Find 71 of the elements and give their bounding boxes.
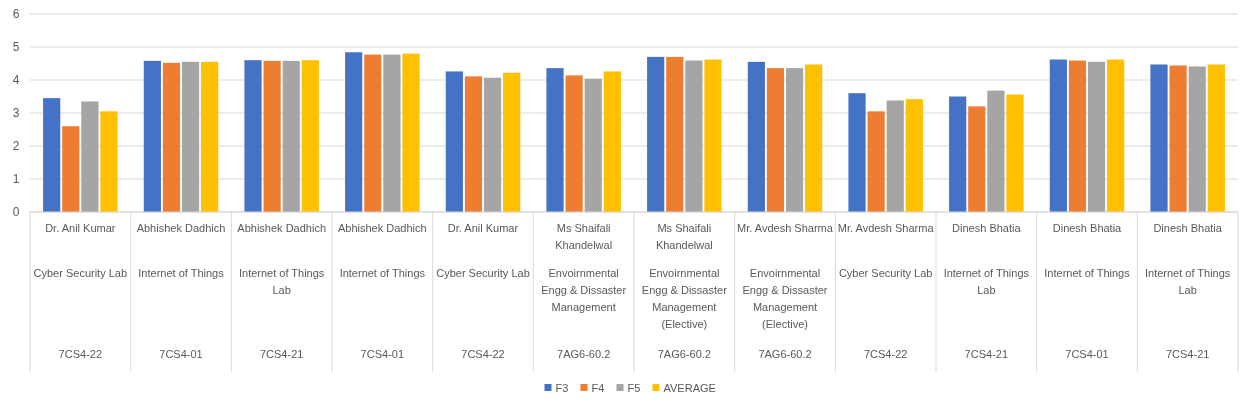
y-tick-label: 2 [12,139,20,154]
bar [987,90,1005,212]
bar [43,98,61,212]
bar [181,61,200,212]
bar [1150,64,1168,212]
bar [402,53,420,212]
bar [886,100,904,212]
bar [565,75,583,212]
bar [704,59,722,212]
category-label: Abhishek Dadhich Internet of Things Lab 7CS4-21 [237,222,326,360]
bar [143,60,161,212]
bar [1068,60,1087,212]
bar [483,77,502,212]
bar [1006,94,1024,212]
bar [464,76,483,212]
category-label: Dinesh Bhatia Internet of Things Lab 7CS4-21 [943,222,1030,360]
y-tick-label: 4 [12,73,20,88]
bar [1049,59,1067,212]
bar [685,60,703,212]
category-label: Mr. Avdesh Sharma Envoirnmental Engg & Dissaster Management (Elective) 7AG6-60.2 [737,222,833,360]
bar [968,106,986,212]
bar [785,68,804,212]
legend-label: F5 [627,381,641,394]
bar [949,96,967,212]
bar [603,71,621,212]
bar [244,60,262,212]
bar [1207,64,1225,212]
bar [905,99,923,212]
bar [62,126,80,212]
bar [301,60,319,212]
bar [100,111,118,212]
legend-label: F4 [591,381,605,394]
bar [666,56,684,212]
y-tick-label: 5 [12,40,20,55]
bar [647,56,665,212]
bar [867,111,885,212]
bar [383,54,401,212]
y-tick-label: 1 [12,172,20,187]
bar [503,72,521,212]
category-label: Dr. Anil Kumar Cyber Security Lab 7CS4-22 [33,222,128,360]
bar [364,54,382,212]
bar [1107,59,1125,212]
bar [584,78,602,212]
legend-label: AVERAGE [663,381,716,394]
y-tick-label: 6 [12,7,20,22]
bar [1169,65,1187,212]
y-tick-label: 0 [12,205,20,220]
bar [848,93,866,212]
category-label: Dinesh Bhatia Internet of Things 7CS4-01 [1044,222,1130,360]
category-label: Dr. Anil Kumar Cyber Security Lab 7CS4-22 [436,222,530,360]
bar [201,61,219,212]
category-label: Abhishek Dadhich Internet of Things 7CS4-01 [136,222,226,360]
bar [747,61,765,212]
bar [263,60,281,212]
bar [805,64,823,212]
bar [282,60,300,212]
bar [345,52,363,212]
category-label: Ms Shaifali Khandelwal Envoirnmental Engg & Dissaster Management 7AG6-60.2 [541,222,627,360]
category-label: Ms Shaifali Khandelwal Envoirnmental Engg & Dissaster Management (Elective) 7AG6-60.2 [641,222,727,360]
bar [1188,66,1206,212]
bar [1087,61,1106,212]
bar [162,62,181,212]
bar [546,68,564,212]
legend-label: F3 [555,381,569,394]
category-label: Abhishek Dadhich Internet of Things 7CS4-01 [338,222,427,360]
category-label: Mr. Avdesh Sharma Cyber Security Lab 7CS4-22 [837,222,934,360]
bar [81,101,99,212]
bar [766,68,785,212]
y-tick-label: 3 [12,106,20,121]
category-label: Dinesh Bhatia Internet of Things Lab 7CS4-21 [1144,222,1231,360]
bar [445,71,463,212]
